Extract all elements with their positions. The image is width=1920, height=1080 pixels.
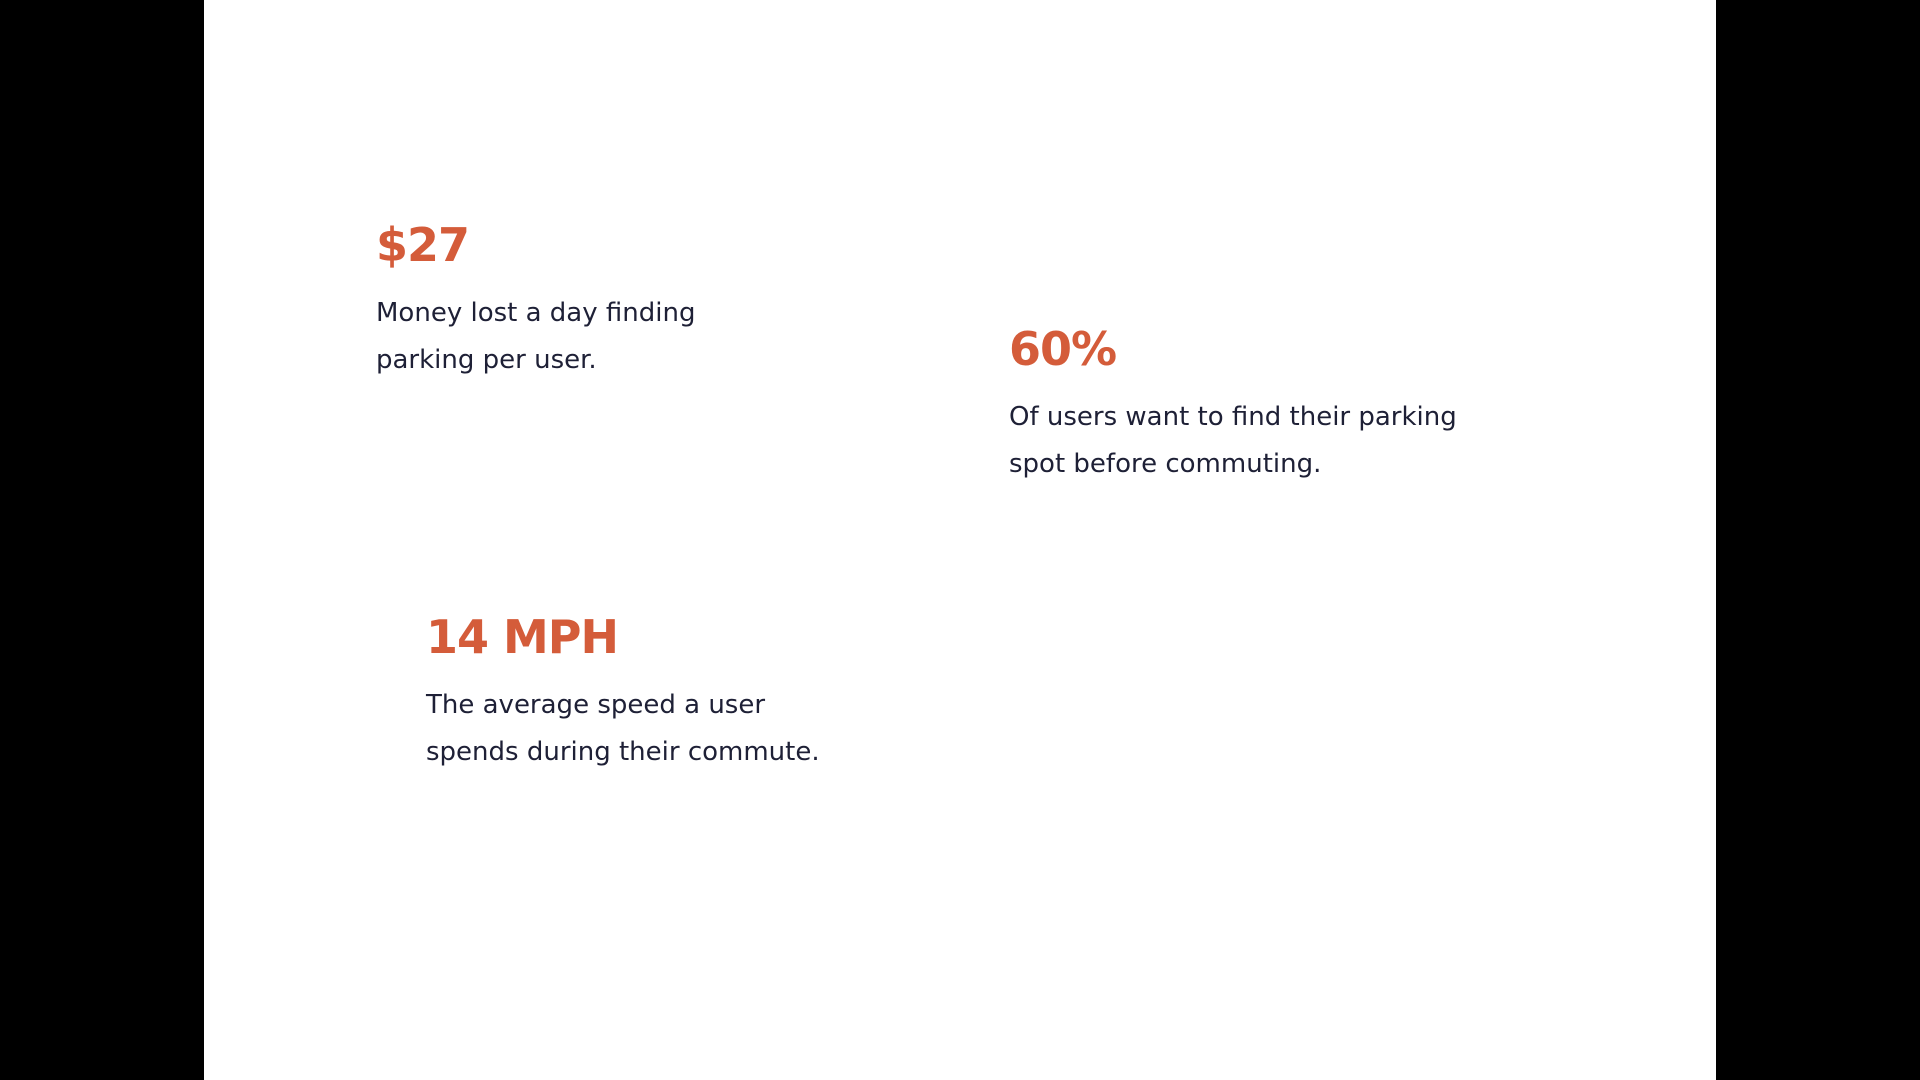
stat-description-line: parking per user. (376, 345, 597, 375)
stat-description-line: Of users want to find their parking (1009, 402, 1457, 432)
slide: $27 Money lost a day finding parking per … (204, 0, 1716, 1080)
stat-value: $27 (376, 218, 470, 272)
letterbox-right (1716, 0, 1920, 1080)
stat-users-percent: 60% Of users want to find their parking s… (1009, 326, 1479, 488)
stat-average-speed: 14 MPH The average speed a user spends du… (426, 614, 856, 776)
stat-description-line: The average speed a user (426, 690, 766, 720)
letterbox-left (0, 0, 204, 1080)
stat-description: The average speed a user spends during th… (426, 682, 856, 776)
stat-value: 14 MPH (426, 610, 619, 664)
stat-money-lost: $27 Money lost a day finding parking per … (376, 222, 796, 384)
stat-description-line: Money lost a day finding (376, 298, 696, 328)
stat-description-line: spot before commuting. (1009, 449, 1322, 479)
stat-description: Money lost a day finding parking per user… (376, 290, 796, 384)
stat-description-line: spends during their commute. (426, 737, 820, 767)
stat-description: Of users want to find their parking spot … (1009, 394, 1479, 488)
stat-value: 60% (1009, 322, 1117, 376)
